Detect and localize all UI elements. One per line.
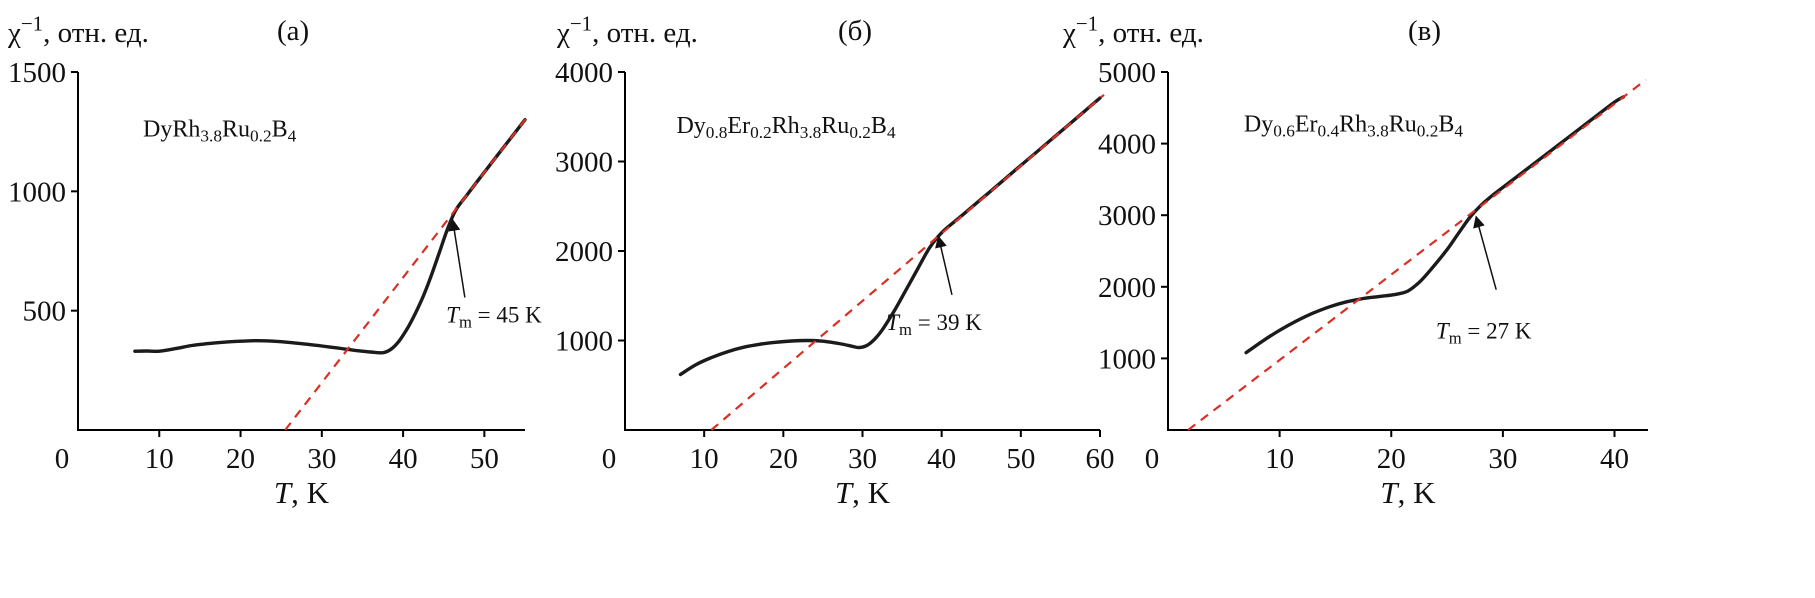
x-tick-label: 40 [389, 443, 418, 475]
y-tick-label: 1000 [1098, 343, 1156, 375]
panel-letter: (а) [277, 15, 309, 47]
x-axis-title: T, K [1380, 475, 1436, 510]
panel-a-chart: 500 1000 1500 0 10 20 30 40 50 DyRh3.8Ru0.2B4 Tm =… [7, 11, 542, 510]
x-tick-label: 50 [1006, 443, 1035, 475]
x-tick-label: 40 [927, 443, 956, 475]
x-tick-label: 60 [1086, 443, 1115, 475]
y-tick-label: 3000 [555, 147, 613, 179]
y-tick-label: 2000 [555, 236, 613, 268]
y-tick-label: 1000 [8, 176, 66, 208]
tm-annotation: Tm = 39 K [886, 310, 982, 339]
x-tick-label: 0 [55, 443, 70, 475]
curie-weiss-fit-line [1187, 79, 1647, 431]
x-tick-label: 10 [145, 443, 174, 475]
x-axis-title: T, K [835, 475, 891, 510]
x-tick-label: 50 [470, 443, 499, 475]
panel-b-chart: 1000 2000 3000 4000 0 10 20 30 40 50 60 Dy0.8Er0.2R… [555, 11, 1115, 510]
curie-weiss-fit-line [284, 113, 530, 431]
y-tick-label: 4000 [1098, 129, 1156, 161]
x-tick-label: 20 [226, 443, 255, 475]
y-tick-label: 1500 [8, 57, 66, 89]
panel-v-chart: 1000 2000 3000 4000 5000 0 10 20 30 40 Dy0.6Er0.4R… [1062, 11, 1648, 510]
compound-label: Dy0.8Er0.2Rh3.8Ru0.2B4 [676, 113, 895, 142]
tm-arrow [1473, 215, 1497, 290]
experiment-curve [1244, 95, 1626, 355]
x-tick-label: 0 [602, 443, 617, 475]
panel-letter: (б) [838, 15, 872, 47]
x-tick-label: 40 [1600, 443, 1629, 475]
tm-annotation: Tm = 27 K [1436, 318, 1532, 347]
x-tick-label: 30 [307, 443, 336, 475]
x-tick-label: 0 [1145, 443, 1160, 475]
y-tick-label: 500 [23, 296, 67, 328]
y-axis-title: χ−1, отн. ед. [7, 11, 149, 49]
x-tick-label: 10 [1265, 443, 1294, 475]
panel-letter: (в) [1408, 15, 1441, 47]
y-tick-label: 2000 [1098, 272, 1156, 304]
compound-label: Dy0.6Er0.4Rh3.8Ru0.2B4 [1244, 111, 1463, 140]
y-tick-label: 5000 [1098, 57, 1156, 89]
tm-arrow [935, 235, 953, 296]
x-tick-label: 20 [1377, 443, 1406, 475]
curie-weiss-fit-line [710, 93, 1105, 431]
y-tick-label: 4000 [555, 57, 613, 89]
x-tick-label: 30 [848, 443, 877, 475]
y-axis-title: χ−1, отн. ед. [1062, 11, 1204, 49]
y-tick-label: 1000 [555, 326, 613, 358]
tm-arrow [448, 218, 466, 298]
y-axis-title: χ−1, отн. ед. [556, 11, 698, 49]
axes [1167, 72, 1648, 431]
compound-label: DyRh3.8Ru0.2B4 [143, 116, 297, 145]
x-tick-label: 10 [690, 443, 719, 475]
x-tick-label: 20 [769, 443, 798, 475]
x-axis-title: T, K [274, 475, 330, 510]
x-tick-label: 30 [1488, 443, 1517, 475]
y-tick-label: 3000 [1098, 200, 1156, 232]
tm-annotation: Tm = 45 K [446, 303, 542, 332]
